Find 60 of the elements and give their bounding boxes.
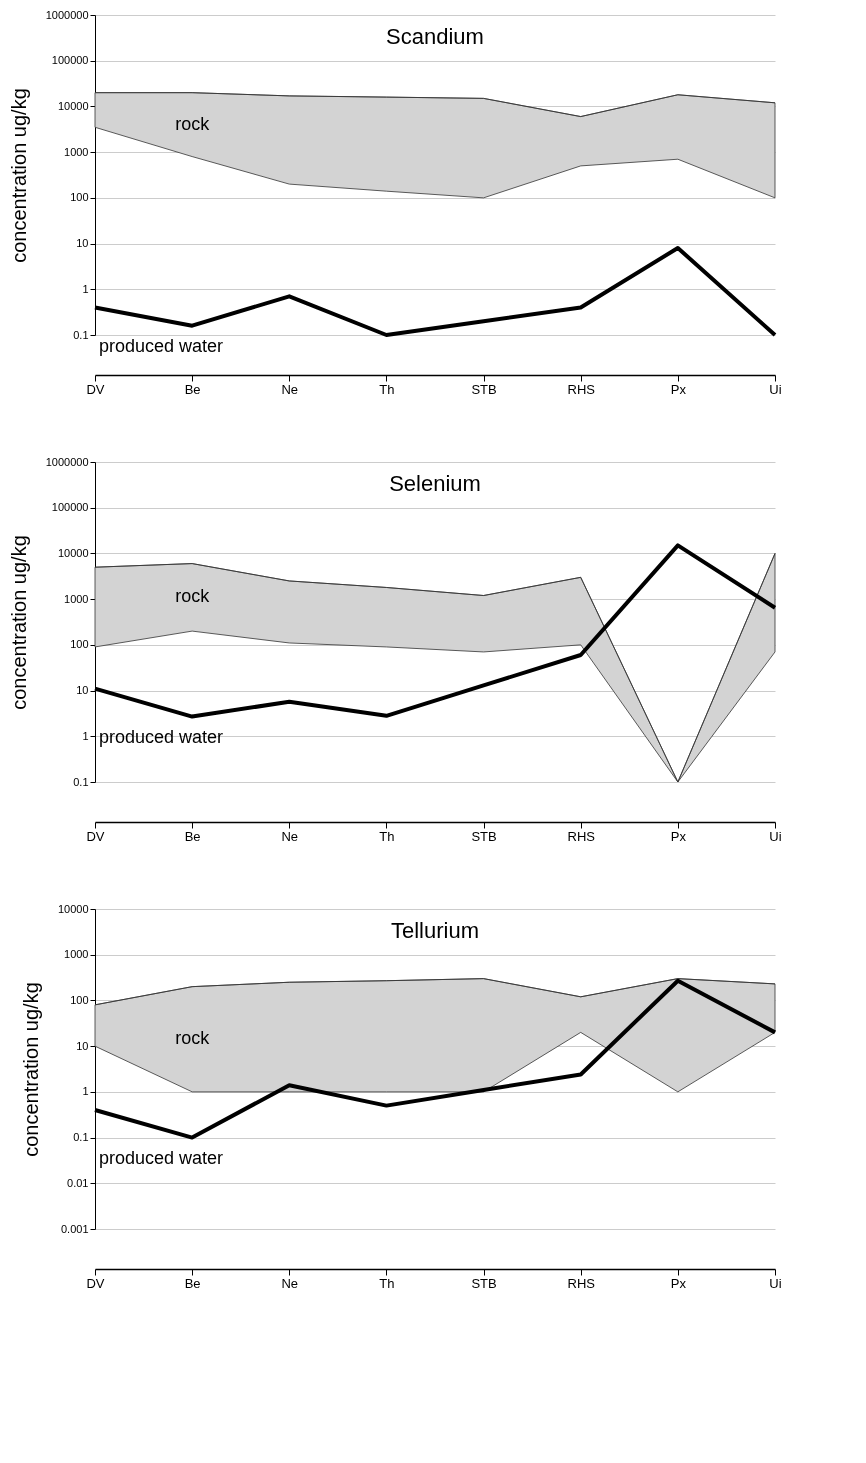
y-tick-label: 10000 — [57, 546, 89, 559]
x-tick-label: DV — [86, 828, 105, 844]
x-tick-label: Ui — [769, 381, 782, 397]
x-tick-label: Ne — [281, 828, 299, 844]
x-tick-label: STB — [471, 828, 497, 844]
chart-title: Scandium — [386, 24, 484, 49]
y-tick-label: 1 — [82, 1085, 89, 1098]
x-tick-label: STB — [471, 1275, 497, 1291]
series-label: produced water — [99, 335, 224, 356]
y-tick-label: 1 — [82, 729, 89, 742]
y-tick-label: 0.1 — [73, 775, 89, 788]
y-tick-label: 100 — [70, 993, 89, 1006]
y-tick-label: 10 — [76, 684, 89, 697]
y-tick-label: 0.001 — [60, 1222, 89, 1235]
y-tick-label: 10 — [76, 1039, 89, 1052]
series-label: produced water — [99, 726, 224, 747]
x-tick-label: Th — [379, 828, 395, 844]
x-tick-label: RHS — [567, 1275, 596, 1291]
x-tick-label: DV — [86, 1275, 105, 1291]
y-tick-label: 10000 — [57, 902, 89, 915]
series-label: produced water — [99, 1147, 224, 1168]
y-tick-label: 0.1 — [73, 328, 89, 341]
x-tick-label: STB — [471, 381, 497, 397]
x-tick-label: Th — [379, 1275, 395, 1291]
x-tick-label: Be — [184, 1275, 201, 1291]
series-label: rock — [175, 113, 211, 134]
x-tick-label: Ne — [281, 381, 299, 397]
y-tick-label: 0.1 — [73, 1131, 89, 1144]
x-tick-label: DV — [86, 381, 105, 397]
y-axis-title: concentration ug/kg — [7, 88, 30, 263]
x-tick-label: Th — [379, 381, 395, 397]
y-tick-label: 1 — [82, 282, 89, 295]
y-axis-title: concentration ug/kg — [19, 982, 42, 1157]
y-tick-label: 10000 — [57, 99, 89, 112]
series-label: rock — [175, 586, 211, 607]
y-tick-label: 1000 — [64, 592, 89, 605]
y-tick-label: 0.01 — [67, 1176, 89, 1189]
y-tick-label: 100 — [70, 191, 89, 204]
chart-title: Selenium — [389, 471, 481, 496]
text: rock — [175, 1028, 211, 1049]
x-tick-label: Ui — [769, 828, 782, 844]
y-tick-label: 1000000 — [45, 455, 89, 468]
x-tick-label: RHS — [567, 828, 596, 844]
x-tick-label: Be — [184, 828, 201, 844]
x-tick-label: Ui — [769, 1275, 782, 1291]
y-axis-title: concentration ug/kg — [7, 535, 30, 710]
y-tick-label: 1000000 — [45, 8, 89, 21]
y-tick-label: 100 — [70, 638, 89, 651]
y-tick-label: 100000 — [51, 501, 89, 514]
x-tick-label: Px — [670, 1275, 687, 1291]
y-tick-label: 1000 — [64, 948, 89, 961]
y-tick-label: 1000 — [64, 145, 89, 158]
x-tick-label: Ne — [281, 1275, 299, 1291]
y-tick-label: 100000 — [51, 54, 89, 67]
x-tick-label: Px — [670, 828, 687, 844]
x-tick-label: Be — [184, 381, 201, 397]
x-tick-label: RHS — [567, 381, 596, 397]
x-tick-label: Px — [670, 381, 687, 397]
chart-title: Tellurium — [390, 918, 480, 943]
y-tick-label: 10 — [76, 237, 89, 250]
